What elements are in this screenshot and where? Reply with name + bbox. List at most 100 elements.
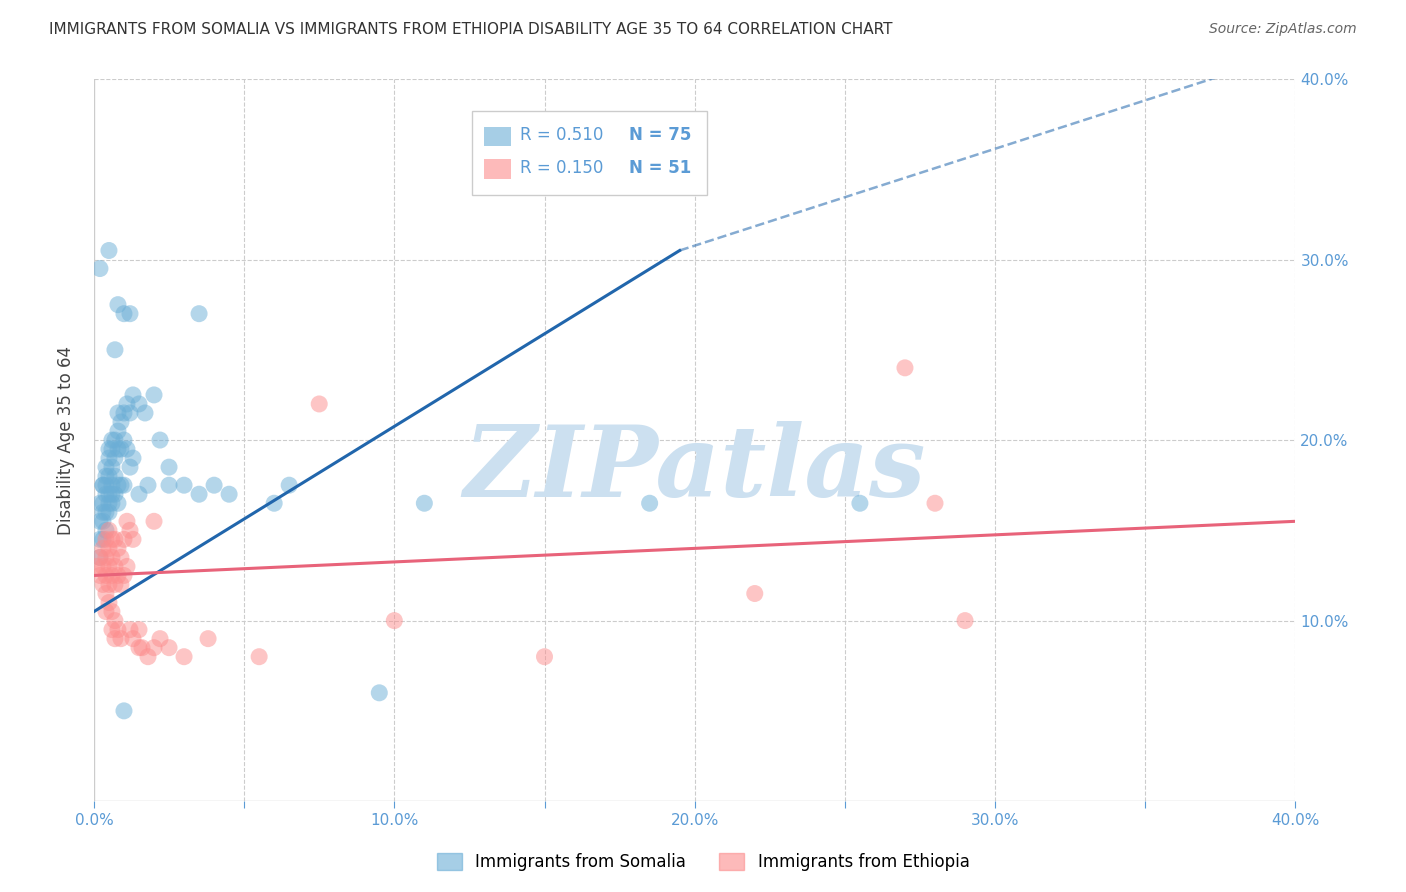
Point (188, 487, 211, 501)
Point (118, 406, 141, 420)
Point (112, 533, 135, 547)
Point (91, 541, 114, 556)
Point (197, 632, 219, 646)
Point (744, 586, 766, 600)
Point (382, 614, 405, 628)
Point (101, 460, 124, 475)
Point (101, 533, 124, 547)
Point (112, 478, 135, 492)
Point (94, 533, 117, 547)
Point (143, 388, 166, 402)
Point (533, 649, 555, 664)
Point (94, 478, 117, 492)
Point (104, 632, 127, 646)
Point (89, 514, 111, 528)
Point (107, 406, 129, 420)
Point (107, 623, 129, 637)
Point (104, 487, 127, 501)
Point (101, 605, 124, 619)
Point (97, 469, 120, 483)
Point (247, 649, 270, 664)
Point (97, 577, 120, 591)
Point (115, 514, 138, 528)
Point (143, 514, 166, 528)
Point (94, 487, 117, 501)
Point (218, 487, 240, 501)
Point (94, 505, 117, 519)
Point (122, 451, 145, 466)
Point (97, 487, 120, 501)
Point (89, 550, 111, 565)
Point (107, 442, 129, 456)
Point (110, 442, 132, 456)
Bar (485, 159, 510, 178)
Point (89, 496, 111, 510)
Point (94, 605, 117, 619)
Point (128, 487, 150, 501)
Point (97, 451, 120, 466)
Point (115, 442, 138, 456)
Point (118, 623, 141, 637)
Point (122, 388, 145, 402)
Point (112, 433, 135, 447)
Point (101, 550, 124, 565)
Point (101, 496, 124, 510)
Point (118, 524, 141, 538)
Point (97, 496, 120, 510)
Text: N = 51: N = 51 (628, 159, 690, 177)
Point (94, 460, 117, 475)
Point (94, 586, 117, 600)
Point (101, 568, 124, 582)
Point (89, 261, 111, 276)
Point (578, 135, 600, 149)
Point (110, 550, 132, 565)
Point (104, 451, 127, 466)
Point (89, 568, 111, 582)
Y-axis label: Disability Age 35 to 64: Disability Age 35 to 64 (58, 345, 75, 534)
Point (94, 550, 117, 565)
Point (368, 686, 391, 700)
Point (413, 496, 436, 510)
Point (89, 550, 111, 565)
Point (308, 397, 330, 411)
Point (128, 640, 150, 655)
Point (101, 487, 124, 501)
Point (107, 496, 129, 510)
Point (202, 478, 225, 492)
Point (91, 514, 114, 528)
Point (112, 307, 135, 321)
Point (149, 632, 172, 646)
Point (118, 307, 141, 321)
Point (107, 298, 129, 312)
Point (101, 442, 124, 456)
Point (97, 524, 120, 538)
Point (91, 577, 114, 591)
Text: Source: ZipAtlas.com: Source: ZipAtlas.com (1209, 22, 1357, 37)
Point (128, 397, 150, 411)
Point (134, 406, 156, 420)
Point (104, 433, 127, 447)
Point (122, 632, 145, 646)
Point (91, 478, 114, 492)
Point (157, 640, 180, 655)
Point (107, 568, 129, 582)
Point (849, 496, 872, 510)
Point (104, 533, 127, 547)
Point (110, 632, 132, 646)
Point (101, 623, 124, 637)
Point (278, 478, 301, 492)
Text: N = 75: N = 75 (628, 127, 690, 145)
Point (94, 469, 117, 483)
Point (107, 541, 129, 556)
Point (136, 478, 159, 492)
Point (107, 424, 129, 438)
Point (97, 505, 120, 519)
Point (91, 478, 114, 492)
Point (112, 704, 135, 718)
Point (94, 524, 117, 538)
Point (149, 433, 172, 447)
Point (110, 577, 132, 591)
Point (91, 496, 114, 510)
Point (97, 442, 120, 456)
Point (115, 559, 138, 574)
